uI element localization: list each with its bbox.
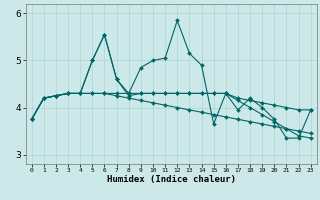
X-axis label: Humidex (Indice chaleur): Humidex (Indice chaleur) [107, 175, 236, 184]
